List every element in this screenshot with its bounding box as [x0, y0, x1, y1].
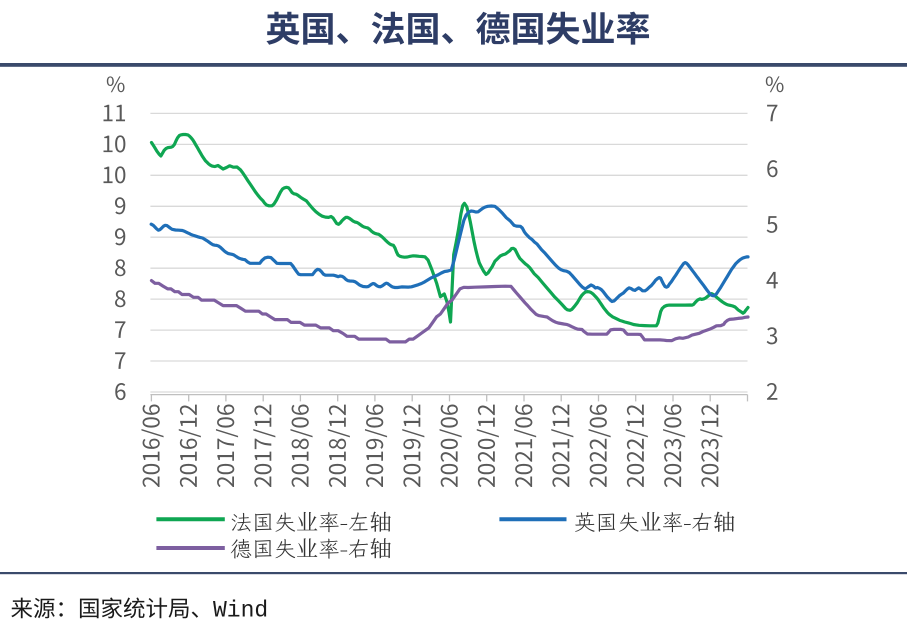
- svg-text:Wind: Wind: [213, 598, 268, 624]
